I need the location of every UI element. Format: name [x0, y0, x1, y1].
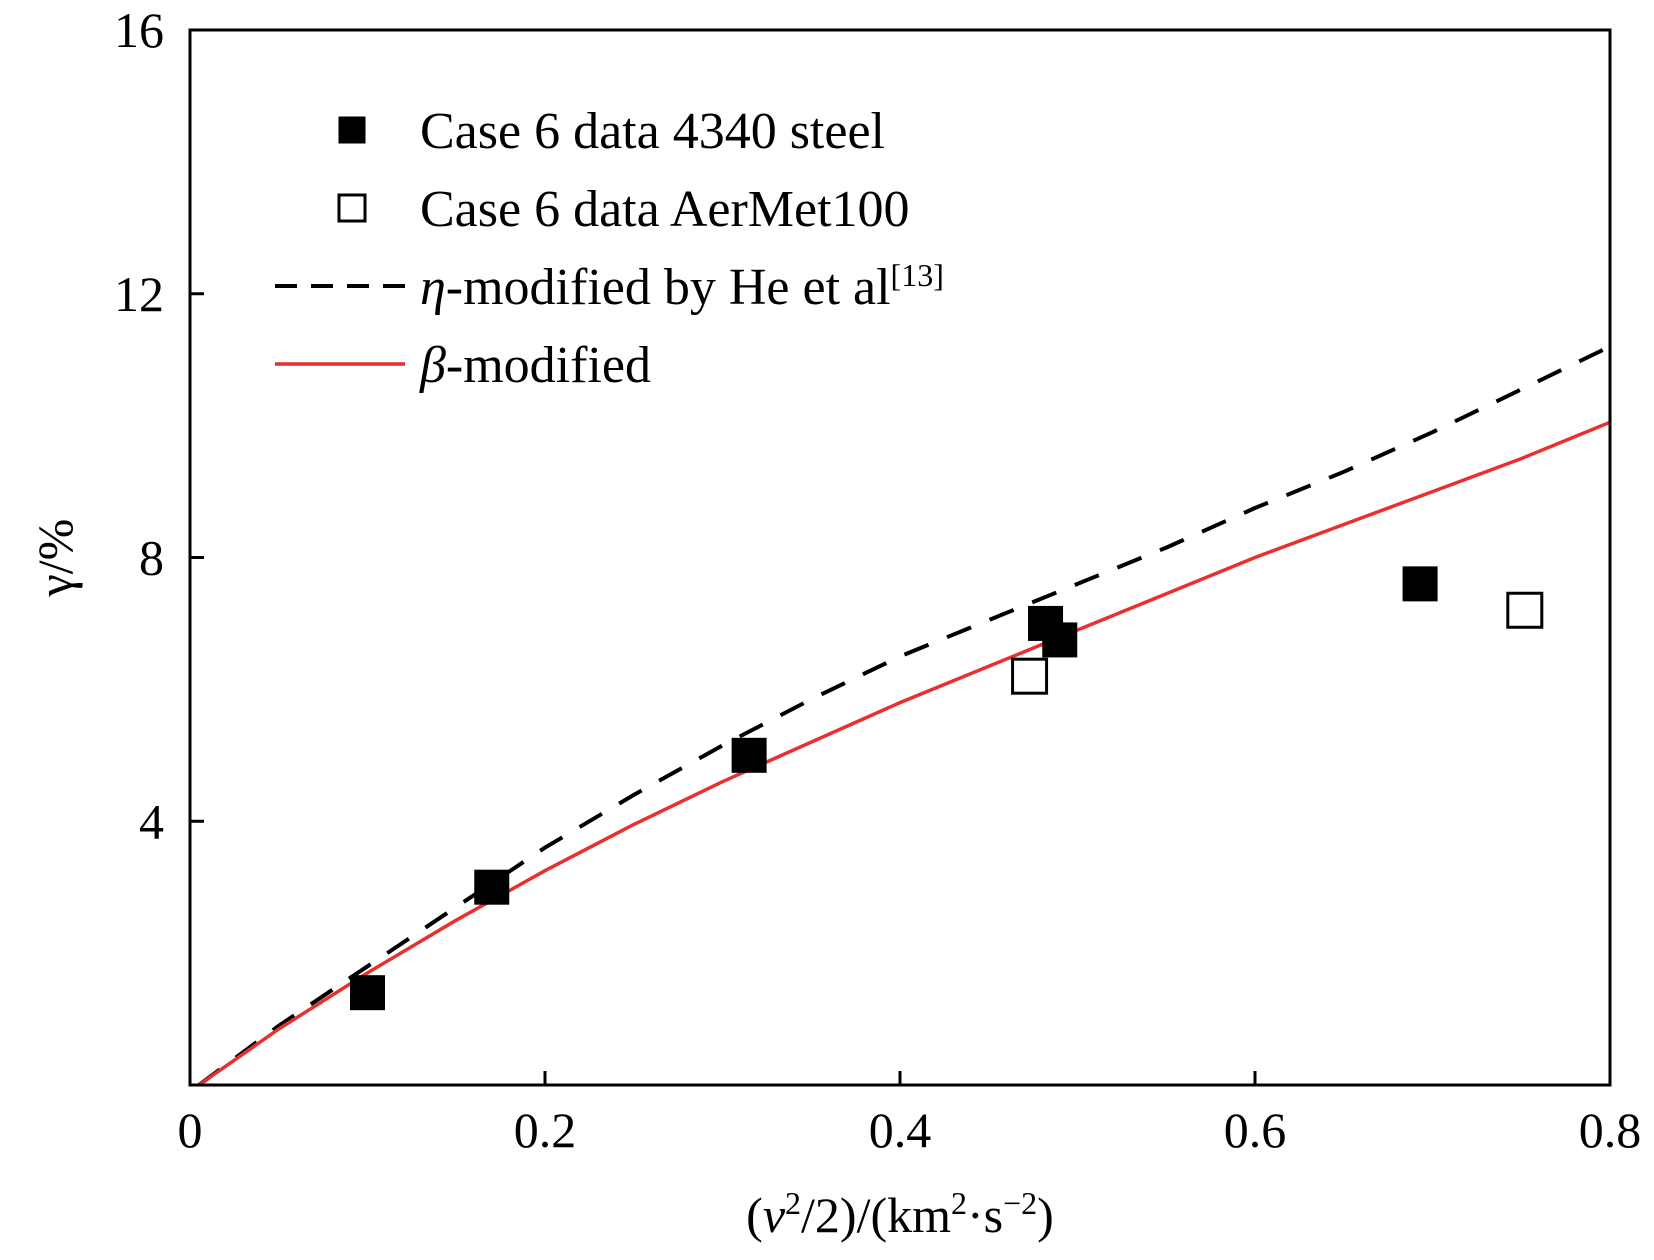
legend-label-sup: [13]: [891, 257, 944, 293]
x-tick-label: 0: [178, 1102, 203, 1158]
data-point-4340-steel: [731, 737, 767, 773]
legend-label: Case 6 data 4340 steel: [420, 103, 885, 160]
y-tick-label: 8: [139, 530, 164, 586]
y-tick-label: 12: [114, 266, 164, 322]
legend-label-symbol: β: [419, 337, 446, 394]
x-axis-title-var: v: [763, 1187, 786, 1243]
x-axis-title-sup3: −2: [1003, 1185, 1037, 1221]
legend-marker-4340-steel: [338, 116, 366, 144]
legend-label-symbol: η: [420, 259, 446, 316]
y-tick-label: 16: [114, 2, 164, 58]
data-point-aermet100: [1011, 657, 1049, 695]
series-line-beta-modified: [197, 420, 1611, 1087]
data-point-4340-steel: [1042, 622, 1078, 658]
series-line-eta-modified: [197, 344, 1611, 1087]
plot-layer: [197, 344, 1611, 1087]
x-axis-title-mid: /2)/(km: [801, 1187, 951, 1243]
legend: Case 6 data 4340 steel Case 6 data AerMet…: [275, 103, 944, 394]
x-axis-title-close: ): [1037, 1187, 1054, 1243]
x-tick-label: 0.4: [869, 1102, 932, 1158]
legend-marker-aermet100: [337, 193, 367, 223]
x-axis-title-open: (: [746, 1187, 763, 1243]
x-axis-title-dot: ·s: [967, 1187, 1003, 1243]
data-point-4340-steel: [1402, 566, 1438, 602]
x-tick-label: 0.6: [1224, 1102, 1287, 1158]
data-point-4340-steel: [350, 975, 385, 1011]
x-axis-title-sup1: 2: [785, 1185, 801, 1221]
x-tick-label: 0.8: [1579, 1102, 1642, 1158]
x-axis-title: (v2/2)/(km2·s−2): [746, 1185, 1054, 1243]
y-tick-label: 4: [139, 793, 164, 849]
x-axis-title-sup2: 2: [951, 1185, 967, 1221]
x-tick-label: 0.2: [514, 1102, 577, 1158]
legend-label: Case 6 data AerMet100: [420, 181, 910, 238]
legend-label-main: -modified by He et al: [446, 259, 891, 316]
y-axis-title: γ/%: [27, 519, 83, 598]
data-point-4340-steel: [474, 869, 510, 905]
legend-label: η-modified by He et al[13]: [420, 257, 944, 316]
data-point-aermet100: [1506, 591, 1544, 629]
legend-label-main: -modified: [446, 337, 651, 394]
legend-label: β-modified: [419, 337, 651, 394]
